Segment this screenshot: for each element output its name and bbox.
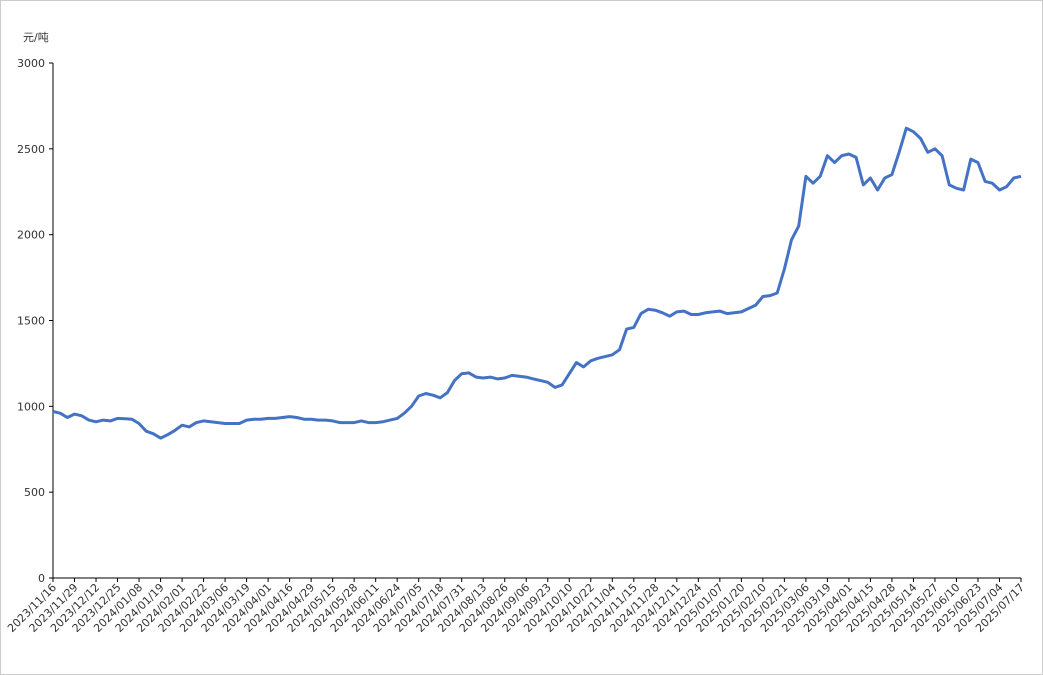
y-tick-label: 2000 <box>17 229 45 242</box>
y-axis-label: 元/吨 <box>23 31 49 44</box>
y-tick-label: 0 <box>38 572 45 585</box>
y-tick-label: 500 <box>24 486 45 499</box>
y-tick-label: 3000 <box>17 57 45 70</box>
line-series <box>52 126 1022 440</box>
y-tick-label: 1000 <box>17 400 45 413</box>
y-tick-label: 1500 <box>17 315 45 328</box>
y-tick-label: 2500 <box>17 143 45 156</box>
